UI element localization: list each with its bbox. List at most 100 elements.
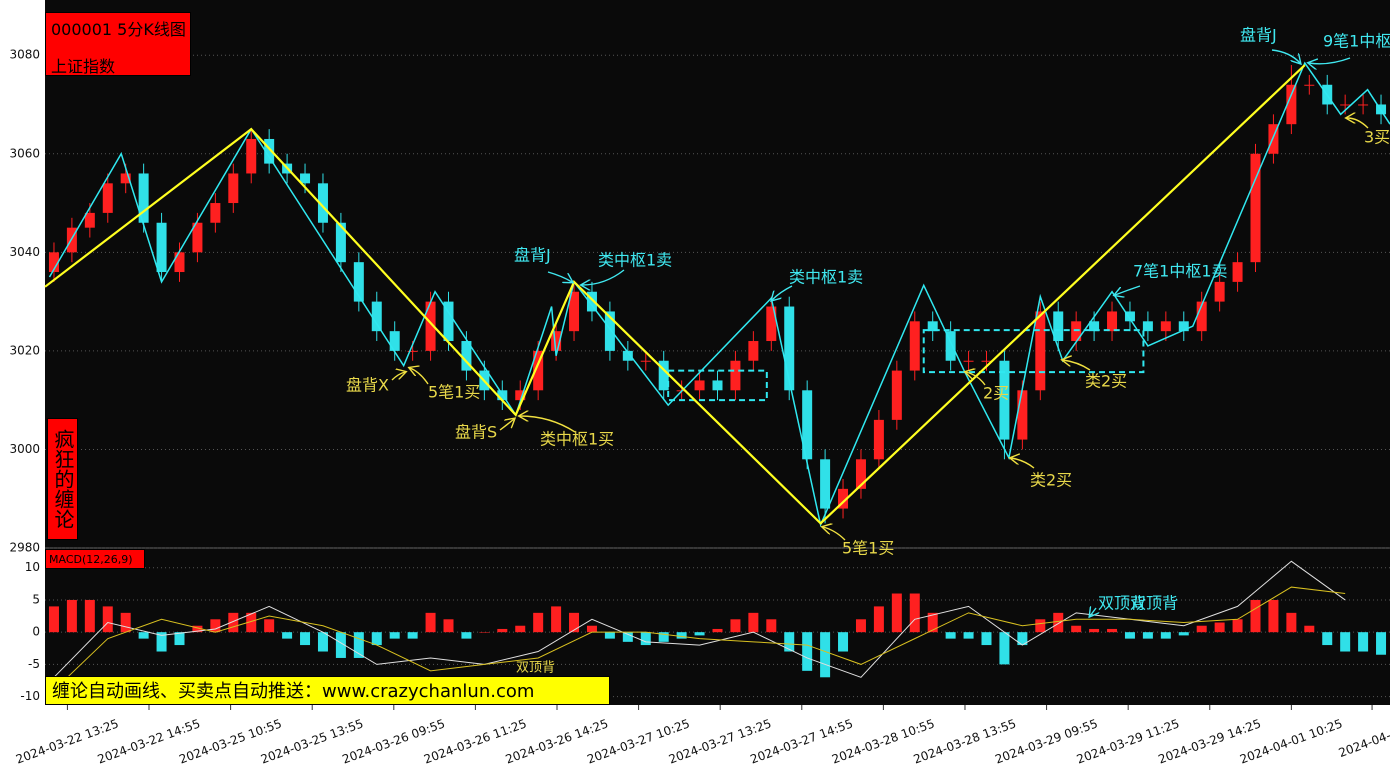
arrow [1063, 360, 1091, 371]
macd-bar [228, 612, 239, 633]
y-tick-label: 5 [32, 592, 40, 606]
annotation: 盘背S [455, 423, 497, 442]
candle-body [317, 183, 328, 223]
candle-body [981, 360, 992, 362]
annotation: 2买 [983, 384, 1009, 403]
candle-body [999, 360, 1010, 440]
macd-bar [1089, 628, 1100, 633]
macd-bar [802, 632, 813, 671]
candle-body [909, 321, 920, 371]
macd-bar [622, 632, 633, 642]
macd-bar [1160, 632, 1171, 639]
macd-bar [407, 632, 418, 639]
macd-bar [909, 593, 920, 633]
candle-body [156, 222, 167, 273]
macd-bar [855, 619, 866, 633]
macd-bar [838, 632, 849, 652]
macd-bar [694, 632, 705, 636]
candle-body [66, 227, 77, 253]
macd-bar [1268, 599, 1279, 633]
y-tick-label: 3060 [9, 146, 40, 160]
macd-bar [999, 632, 1010, 665]
arrow [1115, 285, 1141, 295]
arrow [1309, 57, 1351, 64]
macd-bar [533, 612, 544, 633]
macd-bar [497, 628, 508, 633]
macd-bar [443, 619, 454, 633]
annotations: 盘背X 5笔1买 盘背S 类中枢1买 盘背J 类中枢1卖 类中枢1卖 5笔1买 … [346, 26, 1390, 676]
annotation: 双顶背 [516, 661, 555, 676]
macd-bar [945, 632, 956, 639]
candle-body [1089, 321, 1100, 332]
candle-body [586, 291, 597, 312]
y-tick-label: 2980 [9, 541, 40, 555]
candle-body [1017, 390, 1028, 440]
annotation: 盘背J [514, 246, 551, 265]
y-tick-label: -10 [20, 689, 40, 703]
macd-bar [1017, 632, 1028, 646]
candle-body [551, 331, 562, 351]
macd-bar [927, 612, 938, 633]
macd-bar [658, 632, 669, 642]
macd-bar [730, 619, 741, 633]
macd-bar [102, 606, 113, 633]
candle-body [640, 360, 651, 362]
arrow [1090, 608, 1096, 616]
y-tick-label: 0 [32, 625, 40, 639]
macd-bar [963, 632, 974, 639]
candle-body [784, 306, 795, 391]
macd-line [53, 586, 1346, 691]
candle-body [766, 306, 777, 342]
segment-line [44, 64, 1306, 525]
candle-body [533, 350, 544, 391]
candle-body [1340, 104, 1351, 106]
plot-bg [45, 0, 1390, 705]
candle-body [802, 390, 813, 460]
macd-bar [1232, 619, 1243, 633]
macd-bar [1035, 619, 1046, 633]
macd-bar [604, 632, 615, 639]
annotation: 类中枢1买 [540, 430, 614, 449]
arrow [772, 285, 793, 300]
arrow [823, 527, 846, 541]
x-tick-label: 2024-04-01 [1337, 723, 1390, 760]
macd-bar [766, 619, 777, 633]
macd-bar [586, 625, 597, 633]
candle-body [1232, 262, 1243, 282]
candle-body [174, 252, 185, 273]
annotation: 3买 [1364, 128, 1390, 147]
annotation: 盘背X [346, 376, 389, 395]
annotation: 类2买 [1030, 471, 1072, 490]
macd-bar [1214, 622, 1225, 633]
candle-body [425, 301, 436, 351]
arrow [410, 368, 429, 385]
arrow [391, 372, 405, 381]
candle-body [210, 203, 221, 223]
side-label: 疯狂的缠论 [47, 418, 78, 540]
macd-bar [551, 606, 562, 633]
candle-body [1268, 124, 1279, 154]
arrow [1271, 49, 1300, 63]
macd-bar [676, 632, 687, 639]
candle-body [891, 370, 902, 420]
arrow [966, 372, 986, 386]
macd-bar [820, 632, 831, 678]
annotation: 类中枢1卖 [598, 251, 672, 270]
candle-body [569, 291, 580, 332]
macd-bar [1340, 632, 1351, 652]
candle-body [192, 222, 203, 253]
macd-label: MACD(12,26,9) [45, 549, 145, 569]
macd-bar [192, 625, 203, 633]
annotation: 双顶背 [1098, 594, 1146, 613]
candle-body [748, 341, 759, 361]
macd-bar [282, 632, 293, 639]
macd-bar [1322, 632, 1333, 646]
annotation: 盘背J [1240, 26, 1277, 45]
macd-bar [300, 632, 311, 646]
macd-bar [48, 606, 59, 633]
candle-body [300, 173, 311, 184]
candle-body [371, 301, 382, 332]
candle-body [927, 321, 938, 332]
candle-body [407, 350, 418, 352]
y-tick-label: 3080 [9, 48, 40, 62]
